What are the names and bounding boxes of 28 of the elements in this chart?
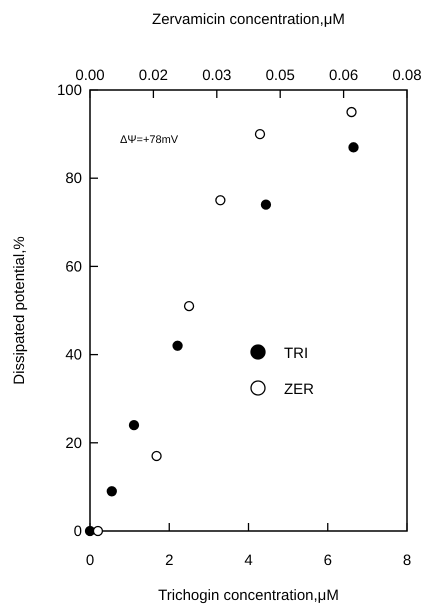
x-tick-label: 2 <box>165 552 174 569</box>
x-tick-label: 0 <box>86 552 94 569</box>
x2-tick-label: 0.03 <box>202 67 232 84</box>
y-tick-label: 60 <box>65 258 82 276</box>
x-tick-label: 4 <box>244 552 253 569</box>
x2-tick-label: 0.02 <box>138 67 168 84</box>
legend-label: ZER <box>284 381 314 398</box>
x-tick-label: 6 <box>324 552 332 569</box>
x-axis-title: Trichogin concentration,μM <box>158 587 339 604</box>
y-tick-label: 40 <box>65 346 82 364</box>
y-axis-title: Dissipated potential,% <box>11 236 28 385</box>
x2-tick-label: 0.05 <box>266 67 295 84</box>
x2-axis-title: Zervamicin concentration,μM <box>152 11 345 28</box>
x2-tick-label: 0.08 <box>392 67 422 84</box>
y-tick-label: 100 <box>56 82 82 99</box>
y-tick-label: 80 <box>65 170 82 188</box>
point <box>348 142 359 152</box>
point <box>260 200 272 210</box>
point <box>128 420 140 430</box>
y-tick-label: 20 <box>65 434 82 452</box>
x-tick-label: 8 <box>402 552 412 569</box>
y-tick-label: 0 <box>74 523 82 540</box>
x2-tick-label: 0.06 <box>329 67 358 84</box>
legend-label: TRI <box>284 345 308 362</box>
point <box>172 340 183 351</box>
annotation: ΔΨ=+78mV <box>120 134 179 146</box>
x2-tick-label: 0.00 <box>75 67 105 84</box>
point <box>106 486 117 496</box>
